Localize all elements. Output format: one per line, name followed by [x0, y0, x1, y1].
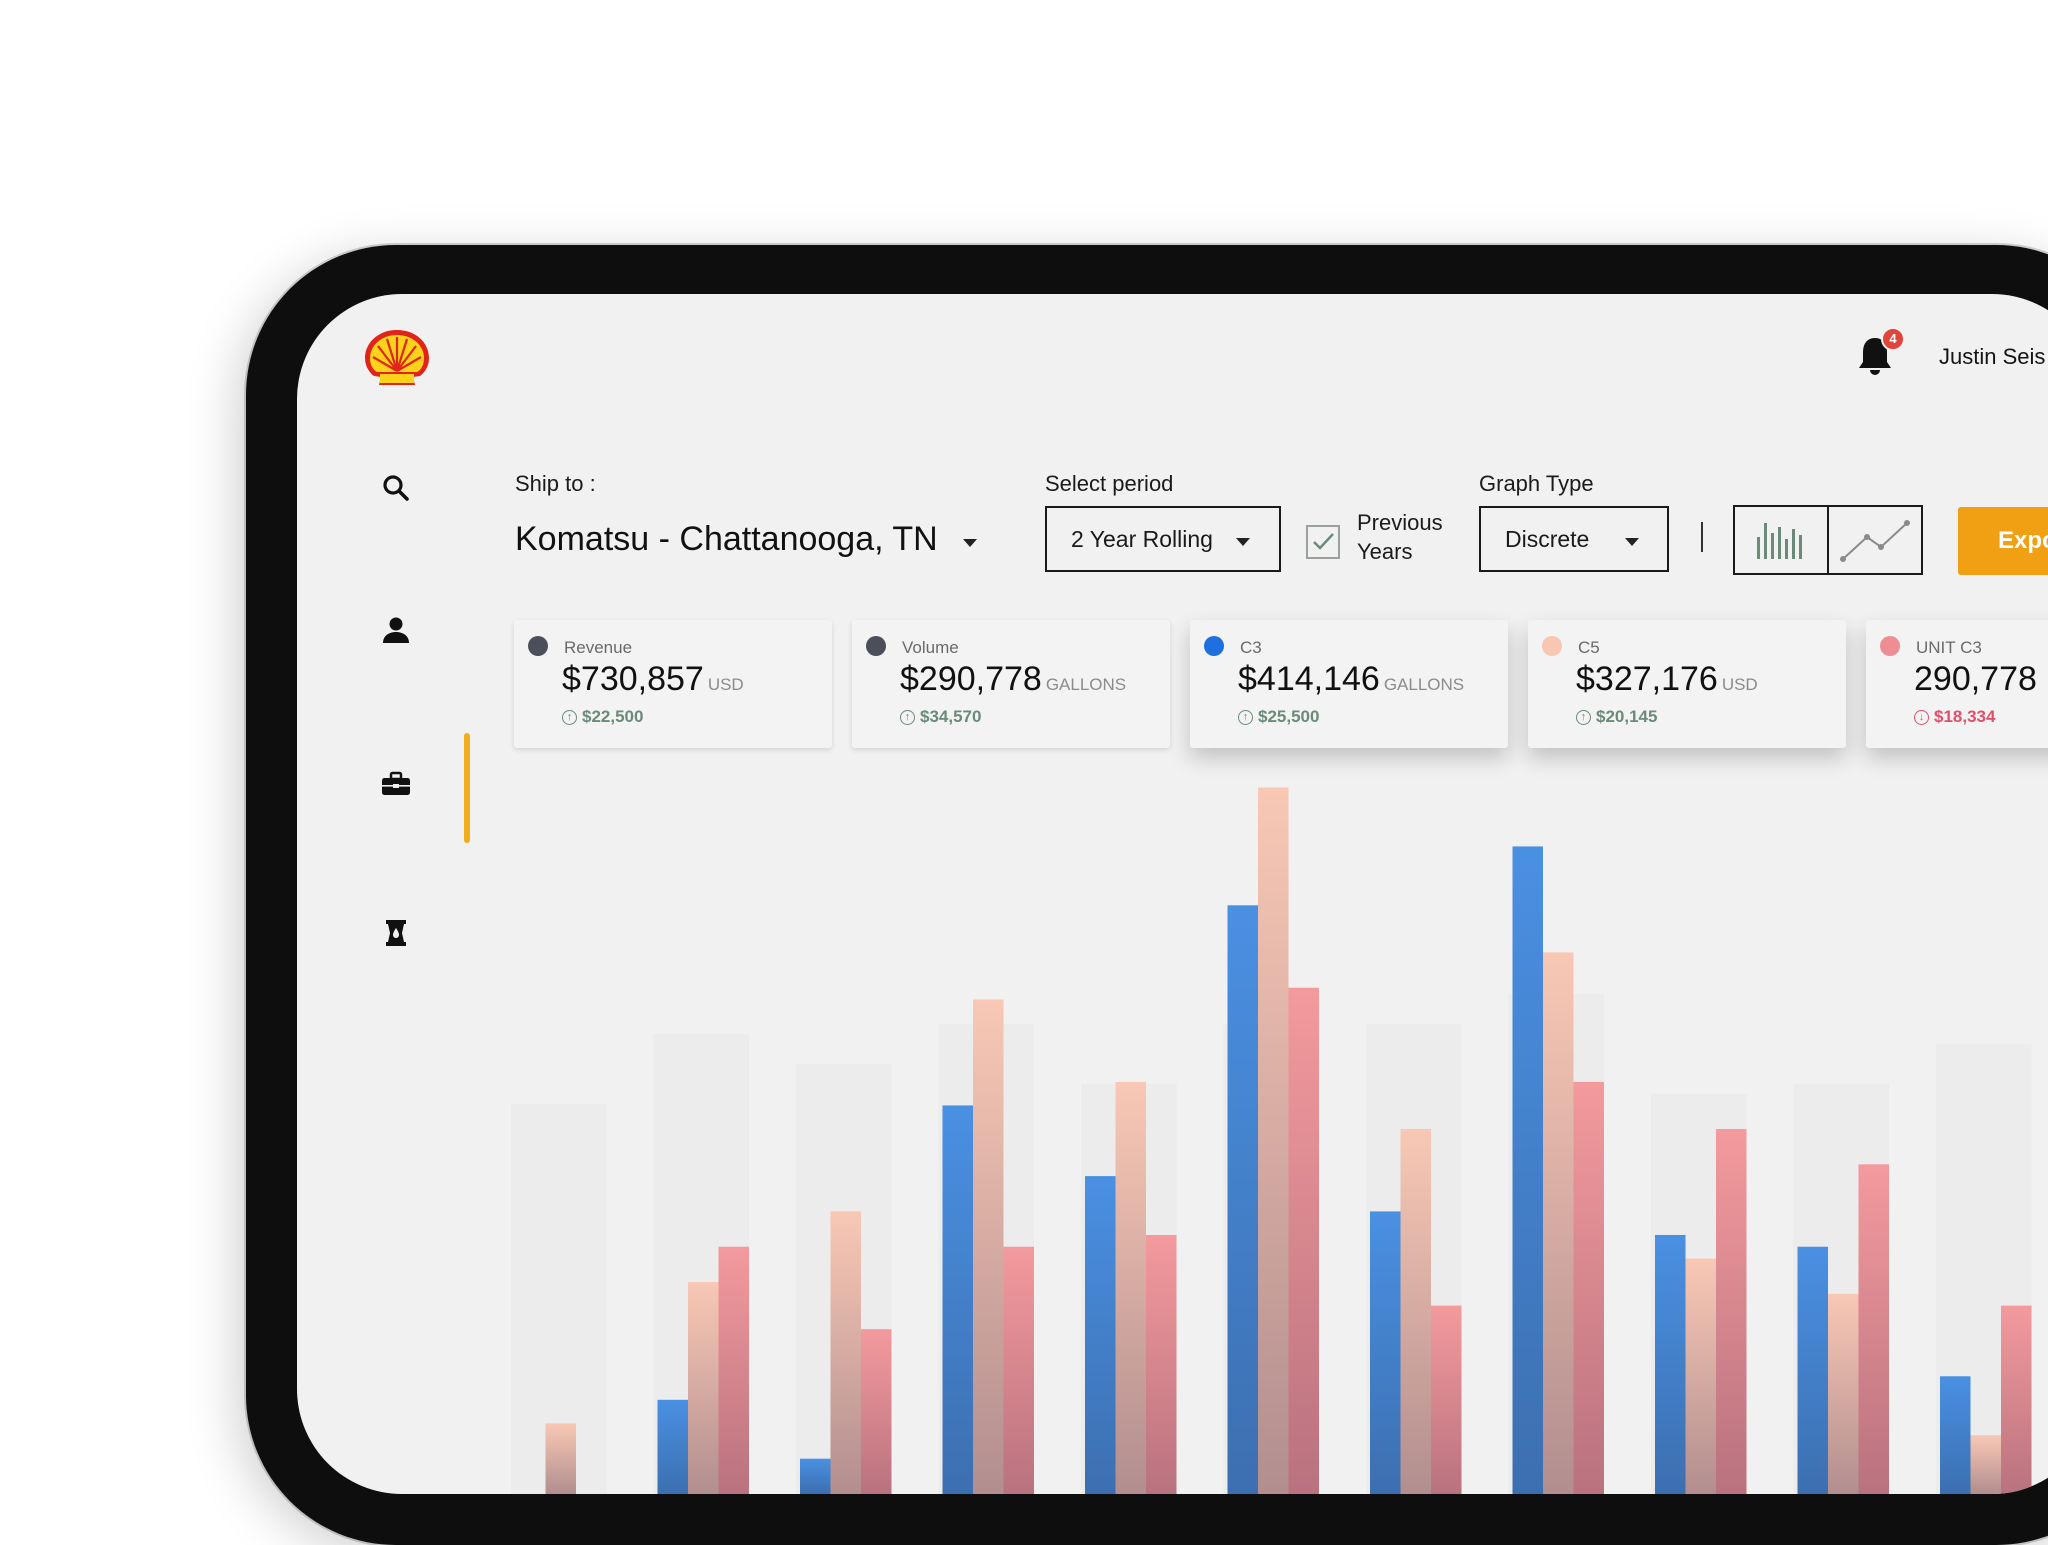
bar-unit-c3[interactable] [1003, 1246, 1035, 1494]
active-nav-indicator [464, 733, 470, 843]
notification-badge: 4 [1881, 327, 1905, 351]
bar-unit-c3[interactable] [1146, 1234, 1177, 1494]
user-name[interactable]: Justin Seis [1939, 344, 2046, 369]
graph-type-label: Graph Type [1479, 471, 1594, 496]
app-screen: 4 Justin Seis Ship to : Komatsu - Chatta… [297, 294, 2048, 1494]
card-value: 290,778 [1914, 660, 2037, 698]
bar-c5[interactable] [1258, 787, 1289, 1494]
previous-years-label: Previous Years [1357, 508, 1443, 566]
bar-unit-c3[interactable] [1858, 1164, 1890, 1494]
card-dot [1880, 636, 1900, 656]
bar-unit-c3[interactable] [861, 1329, 892, 1494]
export-button[interactable]: Expo [1958, 507, 2048, 575]
card-unit: USD [707, 675, 744, 694]
kpi-card-unit-c3[interactable]: UNIT C3 290,778 ↓ $18,334 [1866, 620, 2048, 748]
card-name: C3 [1240, 638, 1262, 657]
card-delta: $20,145 [1596, 707, 1658, 726]
bar-c5[interactable] [1685, 1258, 1717, 1494]
card-delta: $18,334 [1934, 707, 1996, 726]
card-dot [1204, 636, 1224, 656]
card-dot [866, 636, 886, 656]
kpi-card-revenue[interactable]: Revenue $730,857 USD ↑ $22,500 [514, 620, 832, 748]
bar-unit-c3[interactable] [1431, 1305, 1462, 1494]
previous-years-line1: Previous [1357, 510, 1443, 535]
bar-chart-icon [1757, 523, 1802, 559]
arrow-up-icon: ↑ [1576, 709, 1591, 725]
graph-type-chevron-icon[interactable] [1625, 538, 1639, 546]
card-dot [528, 636, 548, 656]
bar-unit-c3[interactable] [718, 1246, 750, 1494]
period-chevron-icon[interactable] [1236, 538, 1250, 546]
bar-chart-toggle[interactable] [1733, 505, 1829, 575]
card-name: Volume [902, 638, 959, 657]
bar-c3[interactable] [1940, 1376, 1971, 1494]
card-dot [1542, 636, 1562, 656]
briefcase-icon[interactable] [380, 768, 412, 800]
bar-unit-c3[interactable] [1573, 1081, 1605, 1494]
ship-to-dropdown[interactable]: Komatsu - Chattanooga, TN [515, 520, 938, 558]
previous-years-checkbox[interactable] [1306, 525, 1340, 559]
bar-c3[interactable] [1227, 905, 1259, 1494]
card-name: C5 [1578, 638, 1600, 657]
bar-c5[interactable] [1828, 1293, 1859, 1494]
card-delta: $34,570 [920, 707, 982, 726]
graph-type-select-value: Discrete [1505, 525, 1590, 552]
ship-to-chevron-icon[interactable] [963, 539, 977, 547]
bar-c3[interactable] [800, 1458, 831, 1494]
bar-c5[interactable] [1543, 952, 1574, 1494]
bar-unit-c3[interactable] [1716, 1129, 1747, 1494]
line-chart-toggle[interactable] [1827, 505, 1923, 575]
period-label: Select period [1045, 471, 1174, 496]
arrow-up-icon: ↑ [1238, 709, 1253, 725]
card-name: Revenue [564, 638, 633, 657]
bar-c5[interactable] [545, 1423, 577, 1494]
card-value: $414,146 [1238, 660, 1380, 698]
kpi-card-c3[interactable]: C3 $414,146 GALLONS ↑ $25,500 [1190, 620, 1508, 748]
fuel-barrel-icon[interactable] [380, 917, 412, 949]
card-delta: $22,500 [582, 707, 644, 726]
bar-c3[interactable] [1370, 1211, 1401, 1494]
kpi-card-c5[interactable]: C5 $327,176 USD ↑ $20,145 [1528, 620, 1846, 748]
bar-unit-c3[interactable] [1288, 987, 1320, 1494]
checkmark-icon [1313, 533, 1334, 550]
toolbar-divider [1701, 522, 1703, 552]
card-value: $730,857 [562, 660, 704, 698]
card-delta: $25,500 [1258, 707, 1320, 726]
previous-years-line2: Years [1357, 539, 1413, 564]
period-select[interactable]: 2 Year Rolling [1045, 506, 1281, 572]
bar-c3[interactable] [942, 1105, 974, 1494]
user-icon[interactable] [380, 614, 412, 646]
graph-type-select[interactable]: Discrete [1479, 506, 1669, 572]
bar-c5[interactable] [830, 1211, 862, 1494]
bar-c3[interactable] [1797, 1246, 1829, 1494]
shell-logo-icon[interactable] [362, 327, 432, 391]
bar-c5[interactable] [1970, 1435, 2002, 1494]
ship-to-label: Ship to : [515, 471, 596, 496]
card-unit: GALLONS [1383, 675, 1465, 694]
search-icon[interactable] [380, 472, 412, 504]
card-value: $327,176 [1576, 660, 1718, 698]
card-name: UNIT C3 [1916, 638, 1982, 657]
arrow-up-icon: ↑ [562, 709, 577, 725]
card-unit: USD [1721, 675, 1758, 694]
bar-c5[interactable] [973, 999, 1004, 1494]
bar-c5[interactable] [1400, 1129, 1432, 1494]
card-value: $290,778 [900, 660, 1042, 698]
bar-c3[interactable] [657, 1399, 689, 1494]
kpi-card-volume[interactable]: Volume $290,778 GALLONS ↑ $34,570 [852, 620, 1170, 748]
bar-c3[interactable] [1085, 1176, 1116, 1494]
bar-unit-c3[interactable] [2001, 1305, 2032, 1494]
line-chart-icon [1840, 520, 1910, 562]
arrow-up-icon: ↑ [900, 709, 915, 725]
bar-c5[interactable] [1115, 1081, 1147, 1494]
bar-chart [511, 787, 2032, 1494]
period-select-value: 2 Year Rolling [1071, 525, 1213, 552]
arrow-down-icon: ↓ [1914, 709, 1929, 725]
bar-c3[interactable] [1512, 846, 1544, 1494]
bar-c5[interactable] [688, 1282, 719, 1494]
bar-c3[interactable] [1655, 1234, 1686, 1494]
card-unit: GALLONS [1045, 675, 1127, 694]
